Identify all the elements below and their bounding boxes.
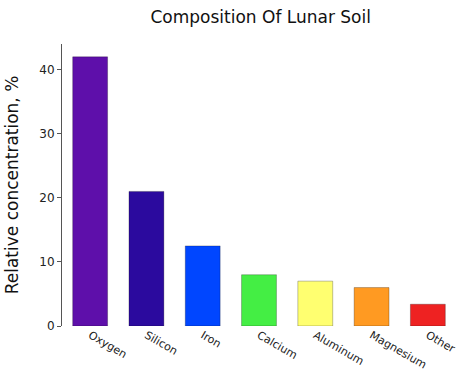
svg-text:20: 20 bbox=[39, 191, 54, 205]
svg-text:Iron: Iron bbox=[198, 329, 223, 351]
svg-text:Other: Other bbox=[424, 329, 458, 356]
svg-text:40: 40 bbox=[39, 63, 54, 77]
svg-text:30: 30 bbox=[39, 127, 54, 141]
svg-text:10: 10 bbox=[39, 255, 54, 269]
svg-text:0: 0 bbox=[47, 319, 55, 333]
svg-text:Silicon: Silicon bbox=[142, 329, 180, 358]
svg-text:Aluminum: Aluminum bbox=[311, 329, 366, 368]
svg-text:Relative concentration, %: Relative concentration, % bbox=[2, 76, 22, 295]
svg-text:Calcium: Calcium bbox=[255, 329, 300, 362]
svg-text:Oxygen: Oxygen bbox=[86, 329, 129, 361]
svg-text:Composition Of Lunar Soil: Composition Of Lunar Soil bbox=[150, 7, 371, 27]
svg-text:Magnesium: Magnesium bbox=[367, 329, 428, 372]
